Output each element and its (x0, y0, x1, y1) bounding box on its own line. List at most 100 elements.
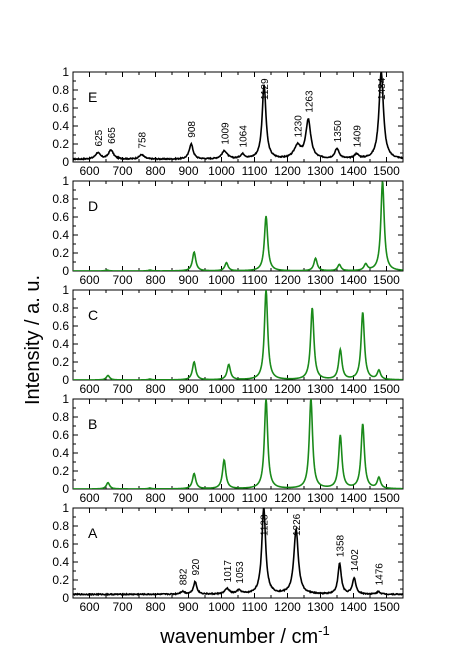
spectrum-line-E (73, 72, 403, 161)
x-tick-label: 900 (178, 600, 198, 614)
x-tick-label: 1100 (242, 491, 268, 505)
peak-annotation: 1064 (239, 125, 250, 148)
x-tick-label: 800 (145, 382, 165, 396)
x-tick-label: 600 (79, 382, 99, 396)
peak-annotation: 1484 (377, 77, 388, 100)
x-tick-label: 900 (178, 491, 198, 505)
x-tick-label: 600 (79, 164, 99, 178)
panel-frame (72, 398, 404, 490)
x-tick-label: 1400 (340, 382, 367, 396)
x-tick-label: 800 (145, 600, 165, 614)
x-tick-label: 900 (178, 164, 198, 178)
x-tick-label: 1200 (274, 164, 301, 178)
peak-annotation: 1409 (352, 125, 363, 148)
x-tick-label: 1500 (373, 382, 400, 396)
x-tick-label: 600 (79, 273, 99, 287)
x-axis-label: wavenumber / cm-1 (159, 623, 329, 648)
y-tick-label: 0.4 (52, 228, 69, 242)
x-tick-label: 1000 (208, 273, 235, 287)
y-tick-label: 0 (62, 482, 69, 496)
y-tick-label: 0.6 (52, 428, 69, 442)
y-tick-label: 0.2 (52, 464, 69, 478)
peak-annotation: 1226 (292, 513, 303, 536)
x-tick-label: 1500 (373, 273, 400, 287)
x-tick-label: 1000 (208, 491, 235, 505)
x-tick-label: 1000 (208, 164, 235, 178)
x-tick-label: 700 (112, 600, 132, 614)
x-tick-label: 1200 (274, 273, 301, 287)
x-tick-label: 900 (178, 382, 198, 396)
panel-E: 600 700 800 900 1000 1100 1200 1300 1400 1500 0 0.2… (52, 65, 404, 178)
panel-frame (72, 180, 404, 272)
x-axis-label-superscript: -1 (318, 623, 330, 638)
x-tick-label: 700 (112, 382, 132, 396)
x-tick-label: 1300 (307, 273, 334, 287)
x-tick-label: 1100 (242, 273, 268, 287)
panel-frame (72, 289, 404, 381)
x-tick-label: 900 (178, 273, 198, 287)
panels-layer: 600 700 800 900 1000 1100 1200 1300 1400 150000.2… (52, 65, 404, 614)
y-tick-label: 0.6 (52, 537, 69, 551)
x-tick-label: 1500 (373, 600, 400, 614)
spectrum-line-B (73, 399, 403, 489)
x-tick-label: 1000 (208, 600, 235, 614)
panel-label-B: B (88, 416, 97, 432)
peak-annotation: 1263 (304, 90, 315, 113)
y-tick-label: 0 (62, 155, 69, 169)
x-axis-label-text: wavenumber / cm (159, 626, 318, 648)
y-tick-label: 0.8 (52, 192, 69, 206)
panel-A: 600 700 800 900 1000 1100 1200 1300 1400 1500 0 0.2… (52, 501, 404, 614)
panel-label-C: C (88, 307, 98, 323)
x-tick-label: 1100 (242, 600, 268, 614)
x-tick-label: 1200 (274, 600, 301, 614)
spectrum-line-A (73, 508, 403, 597)
y-tick-label: 1 (62, 65, 69, 79)
x-tick-label: 700 (112, 491, 132, 505)
peak-annotation: 1129 (260, 78, 271, 100)
panel-C: 600 700 800 900 1000 1100 1200 1300 1400 1500 0 0.2… (52, 283, 404, 396)
y-tick-label: 0.8 (52, 301, 69, 315)
peak-annotation: 1350 (333, 120, 344, 143)
spectrum-line-C (73, 290, 403, 380)
x-tick-label: 1500 (373, 491, 400, 505)
spectrum-line-D (73, 181, 403, 271)
y-tick-label: 1 (62, 174, 69, 188)
x-tick-label: 1000 (208, 382, 235, 396)
peak-annotation: 1009 (220, 122, 231, 145)
x-tick-label: 1500 (373, 164, 400, 178)
x-tick-label: 600 (79, 491, 99, 505)
x-tick-label: 1400 (340, 491, 367, 505)
x-tick-label: 1300 (307, 600, 334, 614)
panel-D: 600 700 800 900 1000 1100 1200 1300 1400 1500 0 0.2… (52, 174, 404, 287)
y-tick-label: 0.4 (52, 555, 69, 569)
x-tick-label: 1100 (242, 382, 268, 396)
peak-annotation: 920 (191, 558, 202, 575)
y-tick-label: 0.2 (52, 246, 69, 260)
x-tick-label: 700 (112, 164, 132, 178)
y-tick-label: 0.8 (52, 519, 69, 533)
panel-label-E: E (88, 89, 97, 105)
peak-annotation: 1128 (260, 514, 271, 536)
peak-annotation: 1358 (336, 534, 347, 557)
x-tick-label: 800 (145, 164, 165, 178)
peak-annotation: 908 (187, 121, 198, 138)
x-tick-label: 1400 (340, 164, 367, 178)
peak-annotation: 1402 (350, 549, 361, 572)
y-tick-label: 0 (62, 264, 69, 278)
y-tick-label: 0.8 (52, 83, 69, 97)
y-tick-label: 0.2 (52, 573, 69, 587)
x-tick-label: 1400 (340, 273, 367, 287)
y-tick-label: 0.6 (52, 319, 69, 333)
x-tick-label: 1200 (274, 491, 301, 505)
x-tick-label: 1300 (307, 382, 334, 396)
x-tick-label: 800 (145, 273, 165, 287)
peak-annotation: 882 (179, 568, 190, 585)
y-tick-label: 1 (62, 501, 69, 515)
x-tick-label: 700 (112, 273, 132, 287)
x-tick-label: 800 (145, 491, 165, 505)
panel-label-A: A (88, 525, 98, 541)
peak-annotation: 1230 (293, 115, 304, 138)
peak-annotation: 1053 (235, 561, 246, 584)
peak-annotation: 665 (107, 127, 118, 144)
